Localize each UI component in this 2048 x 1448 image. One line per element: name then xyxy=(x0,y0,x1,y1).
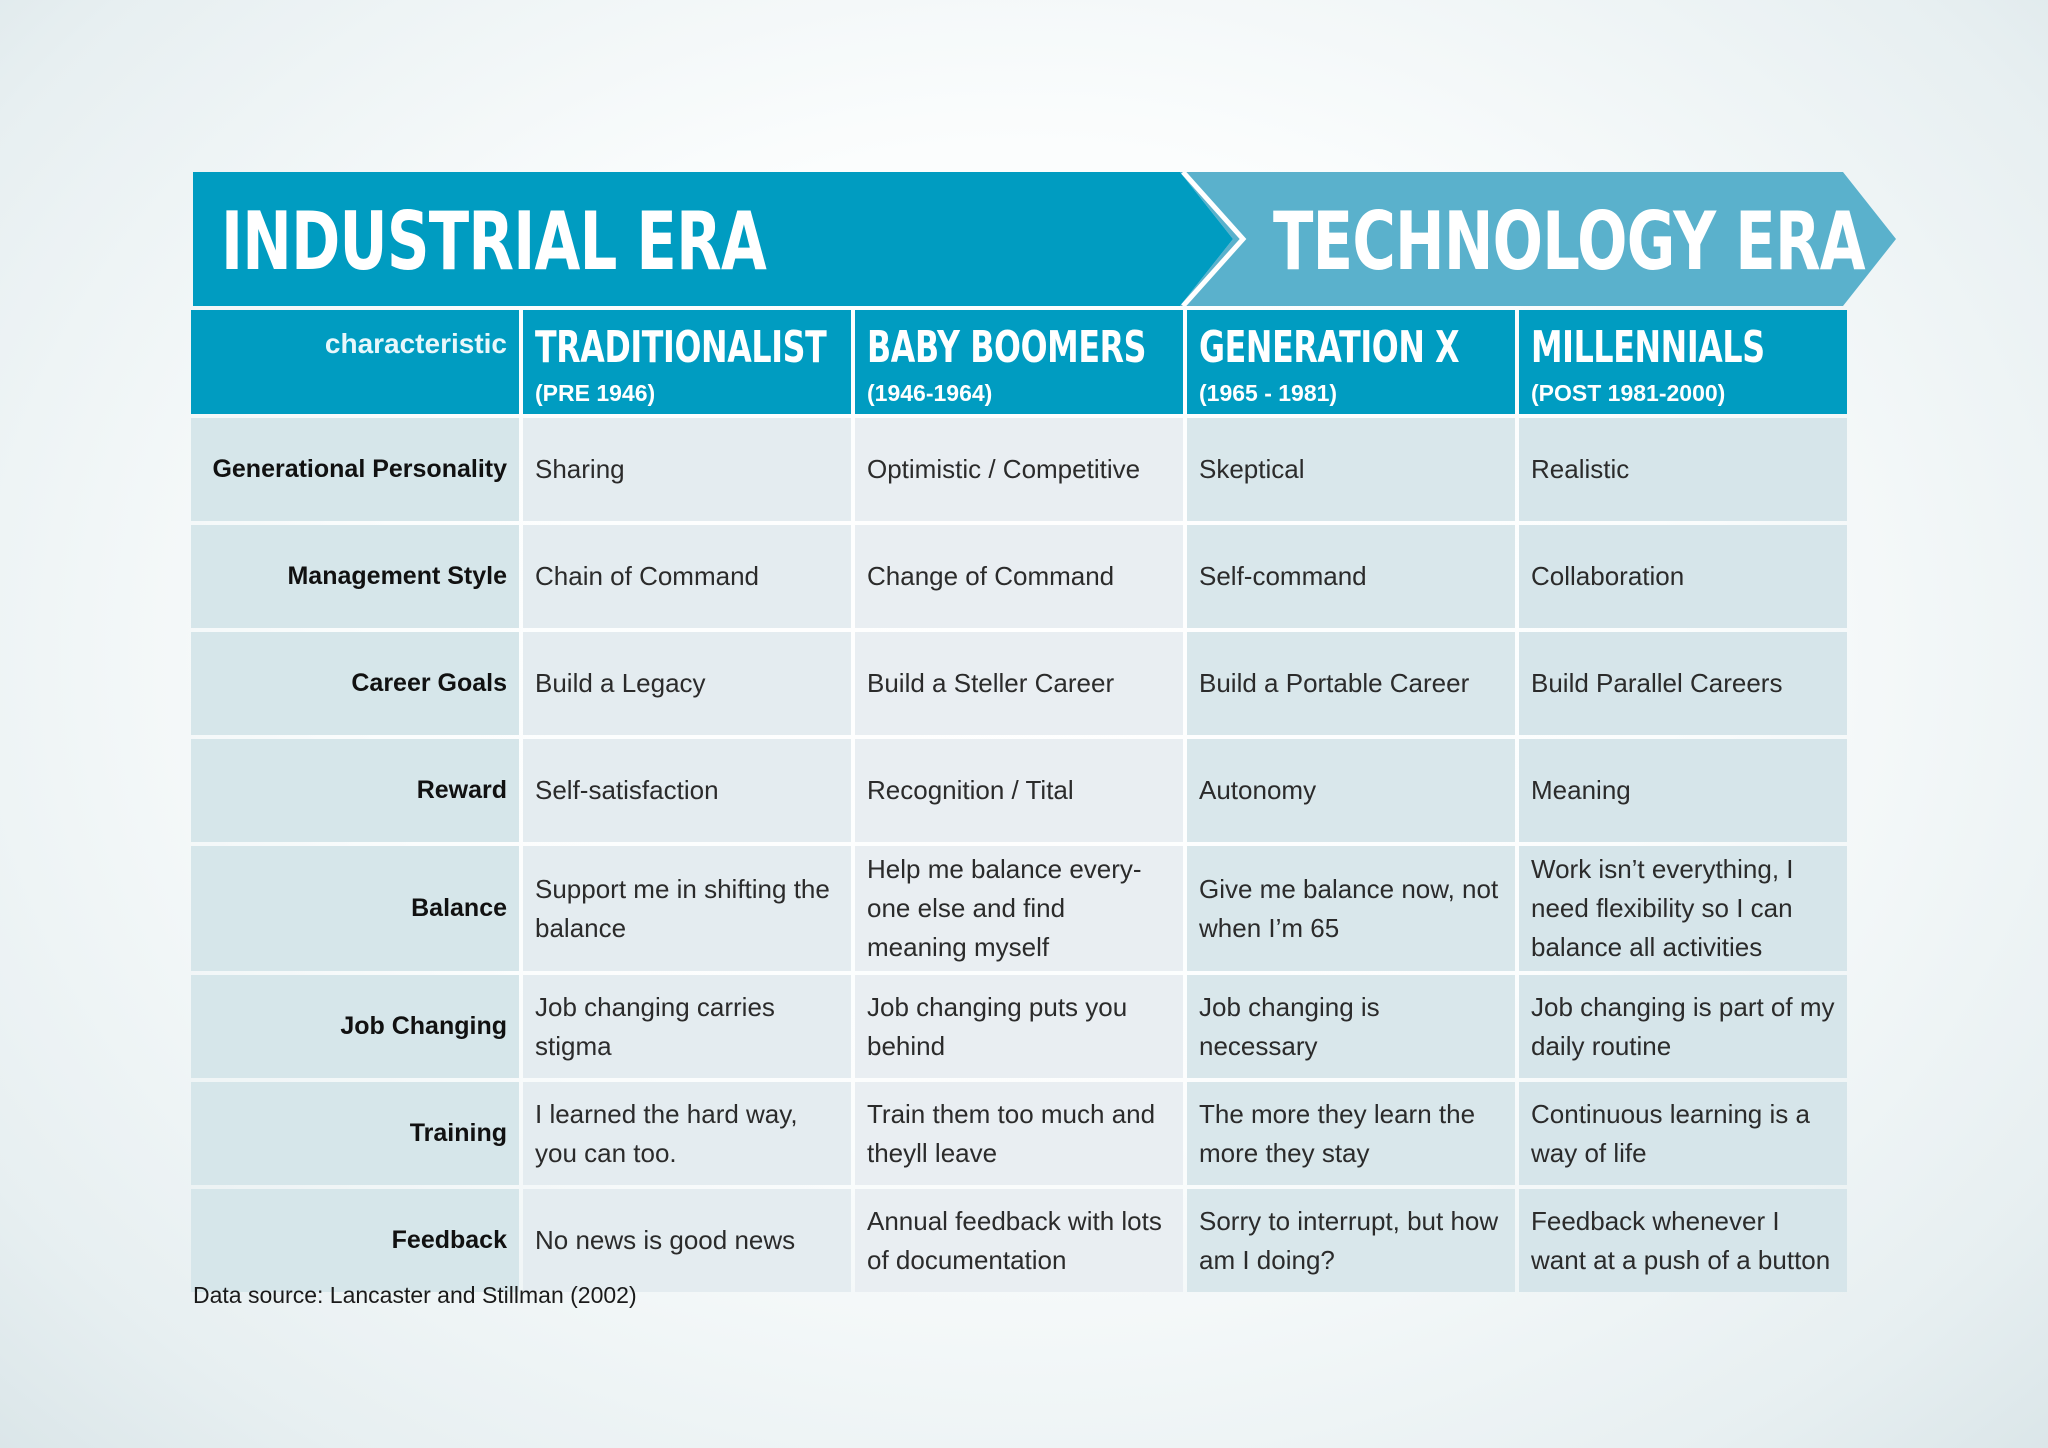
table-row: Balance Support me in shifting the balanc… xyxy=(191,846,1848,971)
table-cell: Support me in shifting the balance xyxy=(523,846,851,971)
generation-name: BABY BOOMERS xyxy=(867,322,1147,373)
table-cell: Annual feedback with lots of documentati… xyxy=(855,1189,1183,1292)
era-divider-chevron xyxy=(1181,172,1247,306)
table-cell: Sharing xyxy=(523,418,851,521)
table-cell: Build a Legacy xyxy=(523,632,851,735)
table-cell: Self-command xyxy=(1187,525,1515,628)
industrial-era-title: INDUSTRIAL ERA xyxy=(221,195,767,288)
table-cell: Self-satisfaction xyxy=(523,739,851,842)
table-cell: Recognition / Tital xyxy=(855,739,1183,842)
table-cell: Change of Command xyxy=(855,525,1183,628)
table-cell: Meaning xyxy=(1519,739,1847,842)
table-row: Job Changing Job changing carries stigma J… xyxy=(191,975,1848,1078)
characteristic-header: characteristic xyxy=(191,310,519,414)
generation-years: (PRE 1946) xyxy=(535,380,656,406)
table-cell: Feedback whenever I want at a push of a … xyxy=(1519,1189,1847,1292)
generation-header-millennials: MILLENNIALS (POST 1981-2000) xyxy=(1519,310,1847,414)
table-cell: I learned the hard way, you can too. xyxy=(523,1082,851,1185)
table-cell: Help me balance every-one else and find … xyxy=(855,846,1183,971)
table-row: Training I learned the hard way, you can … xyxy=(191,1082,1848,1185)
table-cell: Optimistic / Competitive xyxy=(855,418,1183,521)
row-label: Balance xyxy=(191,846,519,971)
table-row: Reward Self-satisfaction Recognition / Tit… xyxy=(191,739,1848,842)
table-row: Feedback No news is good news Annual feedb… xyxy=(191,1189,1848,1292)
table-cell: The more they learn the more they stay xyxy=(1187,1082,1515,1185)
table-cell: No news is good news xyxy=(523,1189,851,1292)
generation-header-traditionalist: TRADITIONALIST (PRE 1946) xyxy=(523,310,851,414)
table-cell: Train them too much and theyll leave xyxy=(855,1082,1183,1185)
table-cell: Skeptical xyxy=(1187,418,1515,521)
table-row: Career Goals Build a Legacy Build a Stelle… xyxy=(191,632,1848,735)
table-header-row: characteristic TRADITIONALIST (PRE 1946)… xyxy=(191,310,1848,414)
data-source-note: Data source: Lancaster and Stillman (200… xyxy=(193,1282,637,1308)
technology-era-title: TECHNOLOGY ERA xyxy=(1273,195,1866,288)
generation-header-baby-boomers: BABY BOOMERS (1946-1964) xyxy=(855,310,1183,414)
table-cell: Job changing puts you behind xyxy=(855,975,1183,1078)
row-label: Job Changing xyxy=(191,975,519,1078)
table-cell: Realistic xyxy=(1519,418,1847,521)
table-cell: Build Parallel Careers xyxy=(1519,632,1847,735)
table-row: Generational Personality Sharing Optimisti… xyxy=(191,418,1848,521)
table-cell: Work isn’t everything, I need flexibilit… xyxy=(1519,846,1847,971)
row-label: Feedback xyxy=(191,1189,519,1292)
row-label: Reward xyxy=(191,739,519,842)
table-cell: Continuous learning is a way of life xyxy=(1519,1082,1847,1185)
row-label: Management Style xyxy=(191,525,519,628)
table-cell: Sorry to interrupt, but how am I doing? xyxy=(1187,1189,1515,1292)
table-cell: Job changing is necessary xyxy=(1187,975,1515,1078)
table-cell: Chain of Command xyxy=(523,525,851,628)
technology-era-arrow xyxy=(1180,172,1896,306)
row-label: Career Goals xyxy=(191,632,519,735)
industrial-era-arrow xyxy=(193,172,1233,306)
table-cell: Give me balance now, not when I’m 65 xyxy=(1187,846,1515,971)
table-cell: Autonomy xyxy=(1187,739,1515,842)
generations-table: characteristic TRADITIONALIST (PRE 1946)… xyxy=(191,310,1848,1296)
row-label: Generational Personality xyxy=(191,418,519,521)
era-arrow-graphic xyxy=(193,172,1896,306)
row-label: Training xyxy=(191,1082,519,1185)
table-row: Management Style Chain of Command Change o… xyxy=(191,525,1848,628)
table-cell: Job changing carries stigma xyxy=(523,975,851,1078)
table-cell: Job changing is part of my daily routine xyxy=(1519,975,1847,1078)
generation-header-generation-x: GENERATION X (1965 - 1981) xyxy=(1187,310,1515,414)
characteristic-label: characteristic xyxy=(324,328,507,359)
table-cell: Build a Steller Career xyxy=(855,632,1183,735)
generation-name: TRADITIONALIST xyxy=(535,322,827,373)
generation-years: (1965 - 1981) xyxy=(1199,380,1338,406)
generation-name: MILLENNIALS xyxy=(1531,322,1765,373)
generation-name: GENERATION X xyxy=(1199,322,1460,373)
table-cell: Collaboration xyxy=(1519,525,1847,628)
generation-years: (1946-1964) xyxy=(867,380,993,406)
table-body: Generational Personality Sharing Optimisti… xyxy=(191,418,1848,1292)
era-banner: INDUSTRIAL ERA TECHNOLOGY ERA xyxy=(193,172,1896,306)
table-cell: Build a Portable Career xyxy=(1187,632,1515,735)
generation-years: (POST 1981-2000) xyxy=(1531,380,1726,406)
